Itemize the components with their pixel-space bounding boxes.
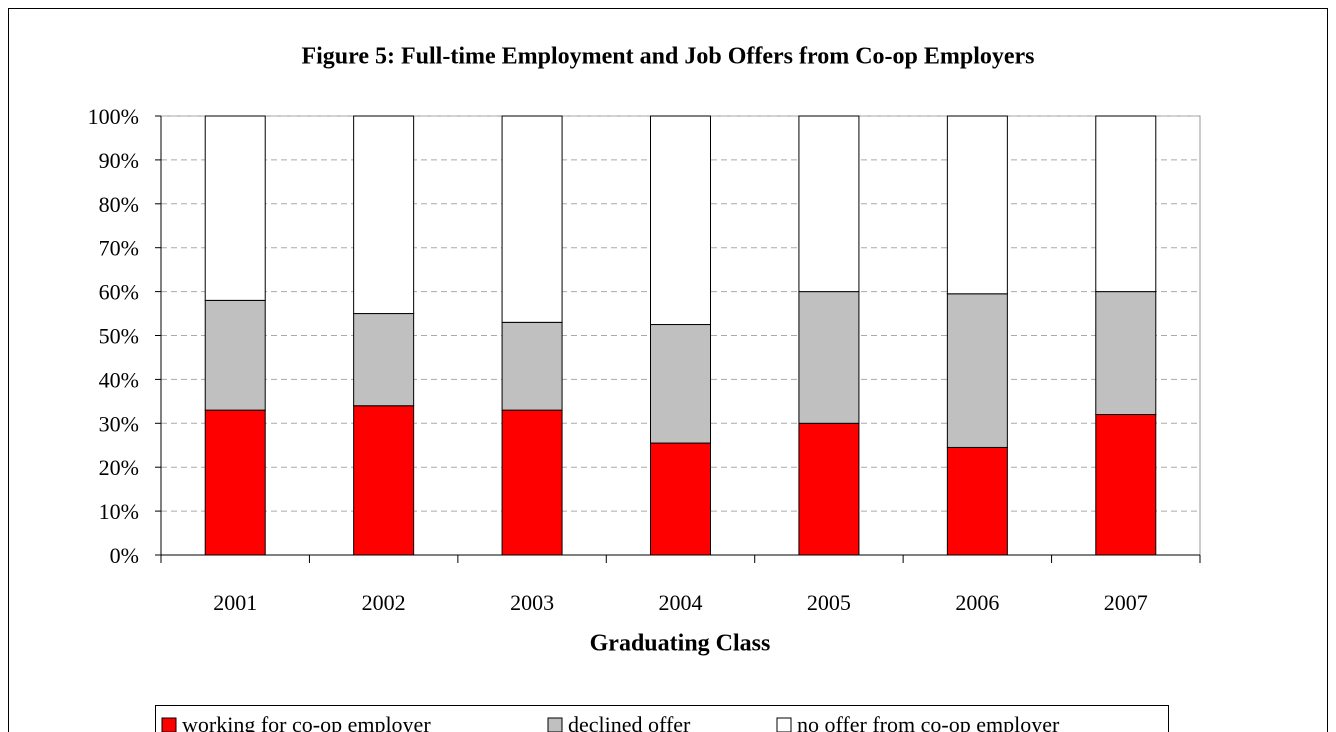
legend-label: declined offer [568, 712, 691, 732]
y-tick-label: 90% [99, 148, 139, 173]
y-tick-label: 20% [99, 455, 139, 480]
x-tick-label: 2001 [213, 590, 257, 615]
x-tick-label: 2007 [1104, 590, 1148, 615]
bar-segment [204, 115, 266, 301]
bar-segment [946, 115, 1008, 295]
legend-swatch [776, 717, 792, 732]
x-axis-title: Graduating Class [590, 631, 771, 657]
bar-segment [353, 405, 415, 556]
bar-segment [1095, 291, 1157, 416]
bar-segment [501, 409, 563, 556]
y-tick-label: 0% [110, 543, 139, 568]
x-tick-label: 2005 [807, 590, 851, 615]
bar-segment [1095, 414, 1157, 556]
bar-segment [946, 446, 1008, 556]
bar-segment [650, 115, 711, 326]
legend-swatch [161, 717, 177, 732]
legend-label: no offer from co-op employer [797, 712, 1060, 732]
bar-segment [650, 324, 711, 444]
x-tick-label: 2003 [510, 590, 554, 615]
bar-segment [798, 291, 860, 424]
y-tick-label: 80% [99, 192, 139, 217]
y-tick-label: 40% [99, 367, 139, 392]
legend-label: working for co-op employer [182, 712, 431, 732]
y-tick-label: 70% [99, 236, 139, 261]
chart-title: Figure 5: Full-time Employment and Job O… [301, 44, 1034, 70]
bar-segment [353, 115, 415, 315]
x-tick-label: 2004 [659, 590, 703, 615]
bar-segment [353, 313, 415, 407]
bar-segment [1095, 115, 1157, 293]
bar-segment [501, 321, 563, 411]
y-tick-label: 30% [99, 411, 139, 436]
x-tick-label: 2002 [362, 590, 406, 615]
bar-segment [501, 115, 563, 323]
bar-segment [798, 115, 860, 293]
legend-swatch [547, 717, 563, 732]
x-tick-label: 2006 [955, 590, 999, 615]
chart-border [8, 8, 1328, 732]
bar-segment [204, 299, 266, 411]
bar-segment [946, 293, 1008, 448]
y-tick-label: 60% [99, 280, 139, 305]
bar-segment [204, 409, 266, 556]
y-tick-label: 50% [99, 324, 139, 349]
y-tick-label: 10% [99, 499, 139, 524]
legend-box [155, 705, 1169, 732]
y-tick-label: 100% [88, 104, 139, 129]
bar-segment [650, 442, 711, 556]
bar-segment [798, 422, 860, 556]
